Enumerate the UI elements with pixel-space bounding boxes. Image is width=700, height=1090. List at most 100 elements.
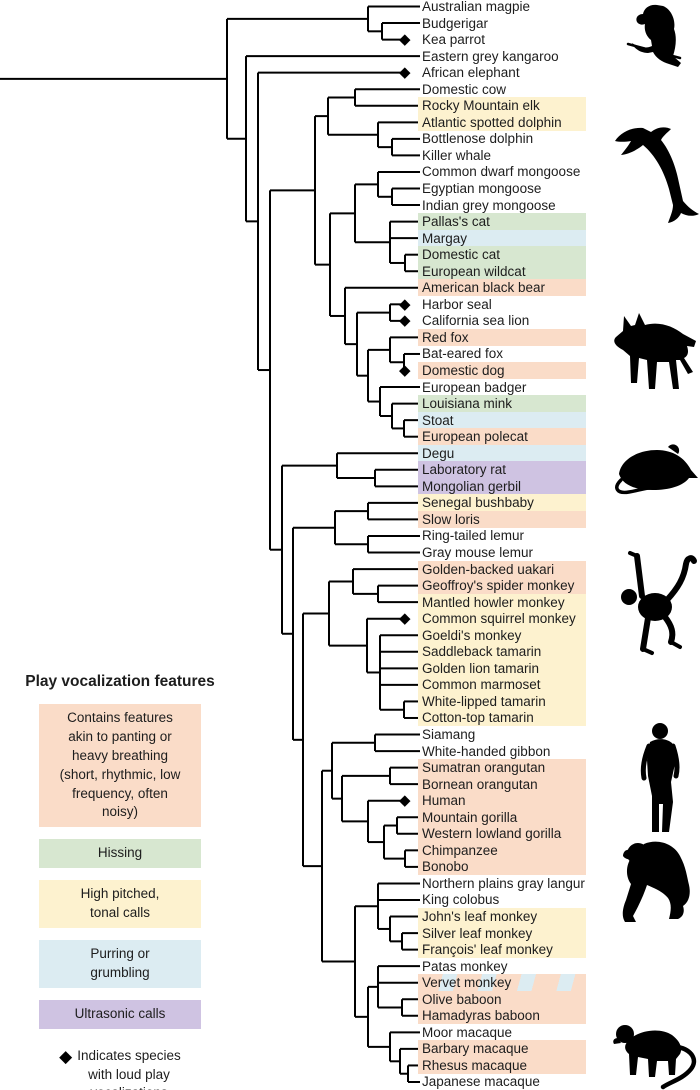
species-label: Rocky Mountain elk [422, 98, 540, 114]
species-row: Laboratory rat [418, 461, 586, 479]
human-icon [626, 722, 700, 838]
species-row: Ring-tailed lemur [418, 527, 586, 544]
species-row: Silver leaf monkey [418, 924, 586, 942]
species-row: Mantled howler monkey [418, 593, 586, 611]
species-row: Hamadyras baboon [418, 1007, 586, 1025]
species-label: Rhesus macaque [422, 1057, 528, 1073]
species-label: Barbary macaque [422, 1041, 529, 1057]
legend-title: Play vocalization features [25, 673, 215, 690]
species-label: Moor macaque [422, 1024, 513, 1040]
species-row: ◆ California sea lion [399, 312, 586, 329]
species-row: Chimpanzee [418, 841, 586, 859]
loud-play-diamond-icon: ◆ [399, 64, 411, 82]
macaque-icon [608, 1016, 700, 1090]
species-row: Indian grey mongoose [418, 197, 586, 214]
legend-diamond-note: ◆ Indicates species with loud play vocal… [12, 1047, 228, 1090]
species-row: Australian magpie [418, 0, 586, 15]
domestic-dog-icon [610, 310, 700, 396]
legend-item-purring: Purring or grumbling [39, 940, 201, 988]
chimpanzee-icon [610, 836, 700, 924]
species-row: Slow loris [418, 510, 586, 528]
species-label: Common squirrel monkey [422, 611, 576, 627]
species-label: Stoat [422, 412, 454, 428]
species-label: Patas monkey [422, 958, 508, 974]
species-row: Moor macaque [418, 1024, 586, 1041]
species-row: ◆ Human [399, 792, 586, 810]
loud-play-diamond-icon: ◆ [399, 362, 411, 379]
loud-play-diamond-icon: ◆ [399, 31, 411, 49]
species-label: European badger [422, 379, 527, 395]
species-label: Budgerigar [422, 15, 489, 31]
species-row: Golden lion tamarin [418, 659, 586, 677]
loud-play-diamond-icon: ◆ [399, 312, 411, 330]
species-row: Margay [418, 229, 586, 247]
species-label: Bornean orangutan [422, 776, 538, 792]
species-row: Cotton-top tamarin [418, 709, 586, 727]
species-row: Siamang [418, 726, 586, 743]
species-label: Mongolian gerbil [422, 478, 522, 494]
species-row: Stoat [418, 411, 586, 429]
species-row: ◆ Harbor seal [399, 296, 586, 313]
species-label: Bat-eared fox [422, 346, 504, 362]
species-label: Bonobo [422, 859, 469, 875]
species-label: Domestic dog [422, 363, 505, 378]
species-label: Hamadyras baboon [422, 1008, 540, 1024]
species-row: Common marmoset [418, 676, 586, 694]
diamond-icon: ◆ [59, 1046, 73, 1066]
species-row: Goeldi's monkey [418, 626, 586, 644]
species-row: Red fox [418, 328, 586, 346]
species-row: Japanese macaque [418, 1073, 586, 1090]
legend-item-panting: Contains features akin to panting or hea… [39, 704, 201, 828]
dolphin-icon [608, 118, 700, 224]
species-label: François' leaf monkey [422, 942, 553, 958]
species-label: Domestic cat [422, 247, 501, 263]
species-row: François' leaf monkey [418, 941, 586, 959]
species-row: Barbary macaque [418, 1040, 586, 1058]
species-label: European wildcat [422, 263, 526, 279]
species-label: European polecat [422, 429, 528, 445]
species-row: Mountain gorilla [418, 808, 586, 826]
species-label: Western lowland gorilla [422, 826, 562, 842]
species-row: Domestic cat [418, 246, 586, 264]
species-label: White-lipped tamarin [422, 693, 546, 709]
species-row: Northern plains gray langur [418, 875, 586, 892]
species-label: Indian grey mongoose [422, 197, 556, 213]
species-row: ◆ African elephant [399, 64, 586, 81]
species-row: Egyptian mongoose [418, 180, 586, 197]
species-label: Chimpanzee [422, 842, 498, 858]
species-label: John's leaf monkey [422, 909, 538, 925]
species-row: Bornean orangutan [418, 775, 586, 793]
species-label: Saddleback tamarin [422, 644, 542, 660]
species-label: Geoffroy's spider monkey [422, 578, 575, 594]
species-row: Rhesus macaque [418, 1056, 586, 1074]
species-row: Atlantic spotted dolphin [418, 113, 586, 131]
species-label: Atlantic spotted dolphin [422, 114, 562, 130]
species-label: American black bear [422, 280, 546, 296]
kea-parrot-icon [626, 2, 700, 68]
species-label: Siamang [422, 727, 476, 743]
species-row: Bonobo [418, 858, 586, 876]
diamond-note-text: Indicates species with loud play vocaliz… [77, 1047, 181, 1090]
species-label: Senegal bushbaby [422, 495, 534, 511]
species-row: Western lowland gorilla [418, 825, 586, 843]
species-row: Eastern grey kangaroo [418, 48, 586, 65]
species-label: Silver leaf monkey [422, 925, 533, 941]
species-row: White-handed gibbon [418, 743, 586, 760]
loud-play-diamond-icon: ◆ [399, 792, 411, 810]
species-label: Common marmoset [422, 677, 541, 693]
species-row: European polecat [418, 428, 586, 446]
species-row: Senegal bushbaby [418, 494, 586, 512]
legend: Play vocalization features Contains feat… [12, 672, 228, 1090]
species-label: King colobus [422, 892, 500, 908]
species-row: Rocky Mountain elk [418, 97, 586, 115]
species-row: Sumatran orangutan [418, 759, 586, 777]
species-label: Vervet monkey [422, 975, 512, 991]
species-label: Red fox [422, 329, 469, 345]
species-label: Domestic cow [422, 81, 507, 97]
species-row: Degu [418, 444, 586, 462]
spider-monkey-icon [612, 550, 700, 656]
species-row: Pallas's cat [418, 213, 586, 231]
species-label: Slow loris [422, 511, 480, 527]
species-row: Domestic cow [418, 81, 586, 98]
